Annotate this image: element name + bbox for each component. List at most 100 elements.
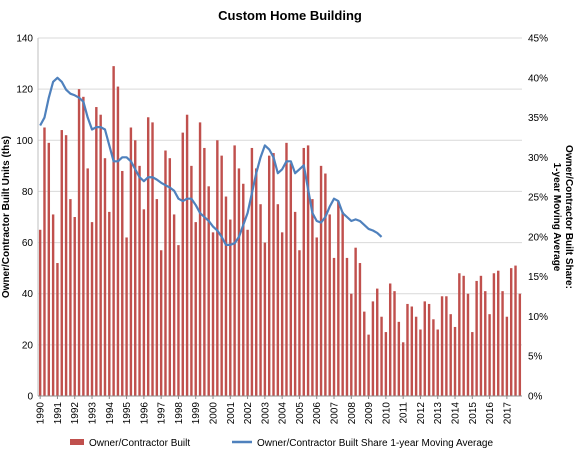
bar <box>272 153 275 396</box>
bar <box>86 168 89 396</box>
bar <box>255 168 258 396</box>
bar <box>82 96 85 397</box>
bar <box>146 117 150 397</box>
bar <box>423 301 426 396</box>
bar <box>363 311 366 396</box>
bar <box>518 293 522 396</box>
y-tick-label-left: 60 <box>22 238 34 249</box>
bar <box>90 222 94 396</box>
y-tick-label-right: 35% <box>528 113 548 124</box>
bar <box>64 135 68 396</box>
y-tick-label-left: 80 <box>22 187 34 198</box>
legend-label-bars: Owner/Contractor Built <box>89 438 190 449</box>
bar <box>345 257 349 396</box>
x-tick-label: 2002 <box>243 402 254 425</box>
bar <box>47 142 51 396</box>
bar <box>505 316 509 396</box>
x-tick-label: 2003 <box>260 402 271 425</box>
bar <box>112 66 115 396</box>
bar <box>306 145 310 396</box>
bar <box>77 89 81 397</box>
y-tick-label-right: 20% <box>528 232 548 243</box>
x-tick-label: 2005 <box>295 402 306 425</box>
y-axis-right-label: Owner/Contractor Built Share:1-year Movi… <box>551 145 574 289</box>
x-tick-label: 2011 <box>399 402 410 424</box>
bar <box>233 145 236 396</box>
bar <box>302 147 305 396</box>
y-tick-label-right: 5% <box>528 352 543 363</box>
bar <box>501 291 504 396</box>
bar <box>134 140 137 396</box>
bar <box>492 273 496 396</box>
bar <box>354 247 357 396</box>
bar <box>164 150 167 396</box>
bar <box>384 332 388 396</box>
bar <box>337 201 340 396</box>
bar <box>397 321 401 396</box>
bar <box>38 229 42 396</box>
bar <box>488 314 491 396</box>
bar <box>462 275 465 396</box>
x-tick-label: 1991 <box>53 402 64 425</box>
bar <box>211 232 215 396</box>
x-tick-label: 2006 <box>312 402 323 425</box>
bar <box>453 326 457 396</box>
x-tick-label: 2016 <box>485 402 496 425</box>
bar <box>419 329 422 396</box>
bar <box>116 86 120 396</box>
x-tick-label: 1990 <box>36 402 47 425</box>
x-tick-label: 1994 <box>105 402 116 425</box>
bar <box>172 214 176 396</box>
bar-series <box>38 66 522 397</box>
bar <box>121 170 124 396</box>
x-tick-label: 2001 <box>226 402 237 425</box>
bar <box>155 199 159 396</box>
bar <box>376 288 379 396</box>
bar <box>185 114 189 396</box>
x-tick-label: 2009 <box>364 402 375 425</box>
y-tick-label-right: 30% <box>528 153 548 164</box>
x-tick-label: 1999 <box>191 402 202 425</box>
legend-label-line: Owner/Contractor Built Share 1-year Movi… <box>257 438 493 449</box>
y-tick-label-left: 100 <box>16 136 33 147</box>
line-path <box>39 76 383 246</box>
bar <box>108 211 111 396</box>
x-tick-label: 1997 <box>157 402 168 425</box>
bar <box>103 158 107 396</box>
bar <box>497 270 500 396</box>
x-tick-label: 2017 <box>502 402 513 425</box>
y-tick-label-right: 45% <box>528 34 548 45</box>
bar <box>332 257 336 396</box>
x-tick-label: 1992 <box>70 402 81 425</box>
bar <box>181 132 184 396</box>
bar <box>311 199 314 396</box>
bar <box>406 303 409 396</box>
bar <box>440 296 444 396</box>
bar <box>484 291 487 396</box>
bar <box>319 165 323 396</box>
bar <box>358 263 362 396</box>
bar <box>393 291 396 396</box>
bar <box>414 316 418 396</box>
x-tick-label: 2007 <box>330 402 341 425</box>
bar <box>220 155 223 396</box>
bar <box>285 142 288 396</box>
bar <box>267 155 271 396</box>
x-tick-label: 1995 <box>122 402 133 425</box>
y-tick-label-right: 15% <box>528 272 548 283</box>
y-axis-right-label-line: 1-year Moving Average <box>551 163 562 272</box>
bar <box>445 296 448 396</box>
y-axis-right-label-line: Owner/Contractor Built Share: <box>563 145 574 289</box>
bar <box>276 204 280 396</box>
bar <box>194 222 197 396</box>
x-tick-label: 1998 <box>174 402 185 425</box>
y-tick-label-left: 0 <box>27 392 33 403</box>
x-tick-label: 2013 <box>433 402 444 425</box>
bar <box>95 107 98 397</box>
bar <box>250 147 254 396</box>
bar <box>125 237 128 396</box>
bar <box>263 242 267 396</box>
line-series <box>39 76 383 246</box>
bar <box>168 158 172 396</box>
